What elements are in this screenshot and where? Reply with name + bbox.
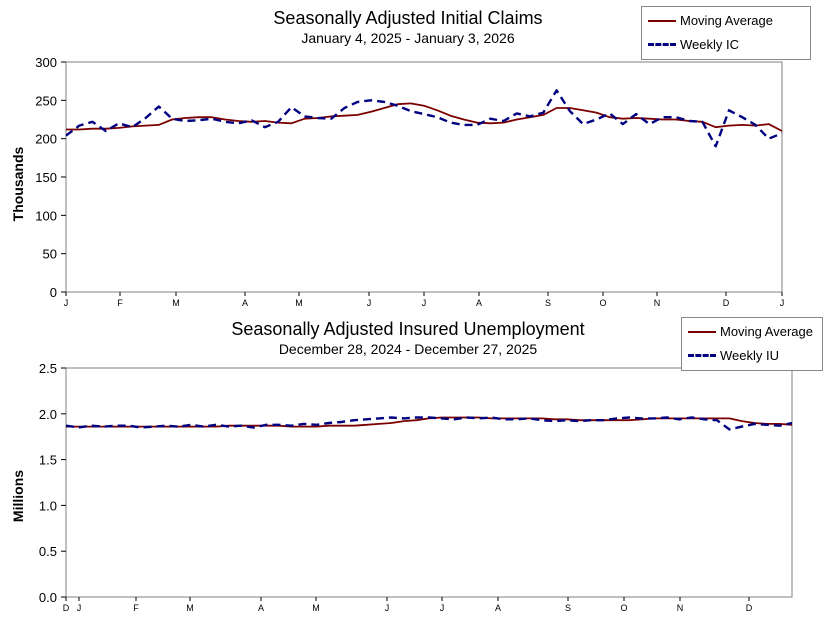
x-tick-label: S — [565, 603, 571, 613]
y-tick-label: 2.5 — [39, 361, 57, 376]
x-tick-label: F — [117, 298, 123, 308]
x-tick-label: A — [476, 298, 482, 308]
x-tick-label: J — [422, 298, 427, 308]
legend-swatch — [648, 19, 676, 22]
x-tick-label: O — [599, 298, 606, 308]
y-tick-label: 100 — [35, 208, 57, 223]
legend-label: Weekly IU — [720, 348, 779, 363]
x-tick-label: M — [172, 298, 180, 308]
chart-title: Seasonally Adjusted Insured Unemployment — [231, 319, 585, 339]
series-line-weekly — [65, 416, 793, 431]
y-tick-label: 150 — [35, 170, 57, 185]
initial-claims-chart: 0 50 100 150 200 250 300 J F M A M J J A S O N D J Seasonal… — [10, 6, 811, 308]
insured-unemployment-chart: 0.0 0.5 1.0 1.5 2.0 2.5 D J F M A M J J A S O N D Seasonal… — [0, 312, 828, 622]
x-tick-label: D — [723, 298, 730, 308]
x-tick-label: O — [620, 603, 627, 613]
chart-title-block: Seasonally Adjusted Initial Claims Janua… — [208, 8, 608, 46]
x-tick-label: F — [133, 603, 139, 613]
chart-title: Seasonally Adjusted Initial Claims — [273, 8, 543, 28]
x-tick-label: M — [186, 603, 194, 613]
series-line-moving-average — [66, 102, 783, 132]
x-tick-label: J — [367, 298, 372, 308]
x-tick-label: S — [545, 298, 551, 308]
x-tick-label: J — [77, 603, 82, 613]
legend-item-weekly: Weekly IC — [648, 37, 739, 52]
chart-subtitle: December 28, 2024 - December 27, 2025 — [278, 341, 538, 357]
plot-area — [65, 367, 793, 598]
y-tick-label: 1.5 — [39, 453, 57, 468]
y-tick-label: 250 — [35, 93, 57, 108]
x-tick-label: N — [654, 298, 661, 308]
legend-label: Moving Average — [680, 13, 773, 28]
legend-item-moving-average: Moving Average — [648, 13, 773, 28]
legend: Moving Average Weekly IU — [681, 317, 823, 371]
legend: Moving Average Weekly IC — [641, 6, 811, 60]
initial-claims-plot: 0 50 100 150 200 250 300 J F M A M J J A S O N D J — [35, 55, 785, 308]
y-axis-label: Millions — [10, 469, 26, 523]
x-tick-label: N — [677, 603, 684, 613]
y-tick-label: 300 — [35, 55, 57, 70]
x-tick-label: D — [63, 603, 70, 613]
legend-label: Moving Average — [720, 324, 813, 339]
x-tick-label: M — [312, 603, 320, 613]
x-tick-label: A — [242, 298, 248, 308]
x-tick-label: A — [495, 603, 501, 613]
y-tick-label: 1.0 — [39, 498, 57, 513]
legend-label: Weekly IC — [680, 37, 739, 52]
legend-swatch — [688, 354, 716, 357]
x-tick-label: J — [385, 603, 390, 613]
y-tick-label: 200 — [35, 132, 57, 147]
x-tick-label: J — [440, 603, 445, 613]
chart-subtitle: January 4, 2025 - January 3, 2026 — [301, 30, 515, 46]
x-tick-label: J — [780, 298, 785, 308]
y-tick-label: 0.5 — [39, 544, 57, 559]
y-tick-label: 50 — [43, 247, 57, 262]
chart-title-block: Seasonally Adjusted Insured Unemployment… — [168, 319, 648, 357]
x-tick-label: D — [746, 603, 753, 613]
legend-item-moving-average: Moving Average — [688, 324, 813, 339]
legend-item-weekly: Weekly IU — [688, 348, 779, 363]
legend-swatch — [688, 330, 716, 333]
y-axis-label: Thousands — [10, 146, 26, 222]
insured-unemployment-plot: 0.00.51.01.52.02.5D J F M A M J J A S O N D — [39, 361, 793, 613]
x-tick-label: A — [258, 603, 264, 613]
x-tick-label: M — [295, 298, 303, 308]
y-tick-label: 2.0 — [39, 407, 57, 422]
plot-area — [65, 61, 783, 293]
legend-swatch — [648, 43, 676, 46]
y-tick-label: 0.0 — [39, 590, 57, 605]
x-tick-label: J — [64, 298, 69, 308]
y-tick-label: 0 — [50, 285, 57, 300]
